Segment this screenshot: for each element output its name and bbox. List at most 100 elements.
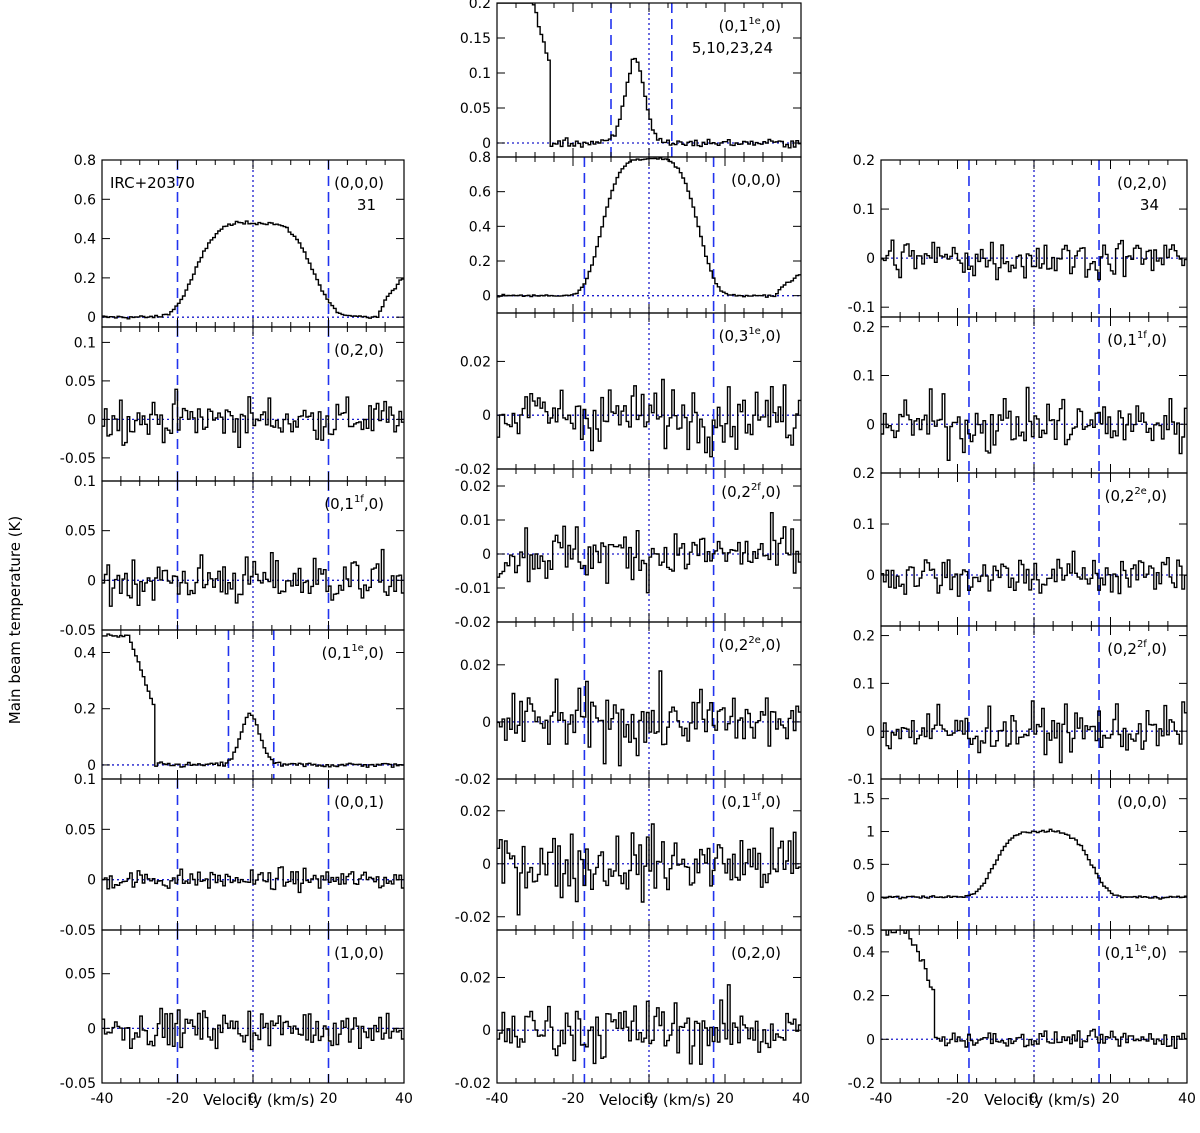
transition-label: (0,0,1) (334, 793, 384, 811)
y-tick-label: -0.05 (60, 1076, 96, 1092)
y-tick-label: 0 (482, 289, 491, 305)
y-tick-label: 0.15 (460, 31, 491, 47)
y-tick-label: 0.6 (74, 192, 96, 208)
y-tick-label: -0.2 (848, 1076, 875, 1092)
x-tick-label: -20 (166, 1091, 189, 1107)
x-tick-label: 0 (645, 1091, 654, 1107)
spectra-column-2: 0 0.05 0.1 0.15 0.2 (0,11e,0) 5,10,23,24 0 0.2 0.… (455, 0, 810, 1109)
y-tick-label: 0.4 (469, 219, 491, 235)
x-tick-label: -40 (486, 1091, 509, 1107)
spectrum-panel: 0 0.05 0.1 0.15 0.2 (0,11e,0) 5,10,23,24 (460, 0, 802, 158)
y-tick-label: 0.1 (853, 369, 875, 385)
spectrum-trace (102, 866, 404, 894)
y-tick-label: -0.5 (848, 923, 875, 939)
y-tick-label: 0.01 (460, 513, 491, 529)
y-tick-label: -0.02 (455, 1076, 491, 1092)
x-tick-label: 40 (1178, 1091, 1196, 1107)
y-tick-label: 0.2 (469, 0, 491, 12)
y-tick-label: 0.1 (74, 335, 96, 351)
y-tick-label: 0.05 (65, 967, 96, 983)
y-tick-label: -0.05 (60, 923, 96, 939)
y-tick-label: 0 (482, 857, 491, 873)
spectrum-trace (881, 828, 1187, 900)
y-tick-label: 0 (482, 1023, 491, 1039)
y-tick-label: -0.01 (455, 581, 491, 597)
transition-label: (0,22f,0) (721, 482, 781, 501)
y-tick-label: 0.4 (853, 945, 875, 961)
y-tick-label: 0.5 (853, 857, 875, 873)
y-tick-label: 0 (482, 136, 491, 152)
y-tick-label: 0 (87, 758, 96, 774)
spectrum-trace (497, 823, 801, 916)
x-tick-label: 20 (320, 1091, 338, 1107)
y-tick-label: -0.02 (455, 772, 491, 788)
spectrum-panel: -0.1 0 0.1 0.2 (0,22f,0) (848, 625, 1188, 788)
y-tick-label: 0.05 (460, 101, 491, 117)
y-tick-label: 0.02 (460, 804, 491, 820)
spectrum-trace (881, 239, 1187, 281)
spectrum-trace (102, 548, 404, 607)
spectrum-trace (102, 633, 404, 768)
y-tick-label: 0 (866, 417, 875, 433)
y-tick-label: 0.4 (74, 645, 96, 661)
y-tick-label: -0.05 (60, 623, 96, 639)
spectrum-panel: -0.05 0 0.05 0.1 (0,2,0) (60, 326, 405, 482)
y-tick-label: 0.1 (74, 772, 96, 788)
y-tick-label: 0 (482, 547, 491, 563)
transition-label: (0,2,0) (334, 341, 384, 359)
y-tick-label: 0 (866, 251, 875, 267)
line-ids-label: 34 (1140, 196, 1159, 214)
y-tick-label: 0.1 (853, 202, 875, 218)
y-axis-title: Main beam temperature (K) (6, 516, 24, 725)
spectrum-panel: -0.02 0 0.02 (0,31e,0) (455, 312, 802, 478)
spectrum-trace (881, 386, 1187, 461)
spectrum-trace (881, 550, 1187, 597)
y-tick-label: 0.6 (469, 185, 491, 201)
y-tick-label: 0.02 (460, 970, 491, 986)
y-tick-label: -0.1 (848, 772, 875, 788)
transition-label: (1,0,0) (334, 944, 384, 962)
x-tick-label: 40 (792, 1091, 810, 1107)
x-tick-label: 20 (716, 1091, 734, 1107)
transition-label: (0,11e,0) (1105, 943, 1167, 962)
spectrum-panel: -0.05 0 0.05 0.1 (0,11f,0) (60, 474, 405, 639)
x-axis-title: Velocity (km/s) (599, 1091, 710, 1109)
spectrum-panel: -0.5 0 0.5 1 1.5 (0,0,0) (848, 778, 1188, 939)
y-tick-label: 0 (866, 568, 875, 584)
y-tick-label: 0.2 (853, 320, 875, 336)
spectrum-trace (497, 984, 801, 1065)
spectrum-trace (497, 378, 801, 458)
transition-label: (0,31e,0) (719, 326, 781, 345)
y-tick-label: 0.1 (853, 517, 875, 533)
transition-label: (0,11e,0) (322, 643, 384, 662)
x-axis-title: Velocity (km/s) (984, 1091, 1095, 1109)
transition-label: (0,11f,0) (721, 792, 781, 811)
y-tick-label: -0.02 (455, 615, 491, 631)
line-ids-label: 31 (357, 196, 376, 214)
x-tick-label: 0 (249, 1091, 258, 1107)
y-tick-label: 0.02 (460, 354, 491, 370)
spectrum-panel: 0 0.2 0.4 0.6 0.8 (0,0,0) (469, 150, 802, 314)
y-tick-label: 0 (87, 1021, 96, 1037)
y-tick-label: 0.2 (853, 629, 875, 645)
y-tick-label: 0 (866, 1032, 875, 1048)
transition-label: (0,11f,0) (1107, 330, 1167, 349)
y-tick-label: 0.1 (853, 676, 875, 692)
spectrum-trace (102, 388, 404, 448)
y-tick-label: 0.2 (853, 466, 875, 482)
transition-label: (0,22f,0) (1107, 639, 1167, 658)
spectrum-trace (102, 1007, 404, 1051)
transition-label: (0,0,0) (1117, 793, 1167, 811)
x-tick-label: 0 (1030, 1091, 1039, 1107)
y-tick-label: -0.02 (455, 462, 491, 478)
x-tick-label: -20 (562, 1091, 585, 1107)
transition-label: (0,22e,0) (1105, 486, 1167, 505)
y-tick-label: 0.8 (469, 150, 491, 166)
spectrum-panel: -0.05 0 0.05 (1,0,0) (60, 929, 405, 1092)
y-tick-label: 0.2 (853, 989, 875, 1005)
transition-label: (0,22e,0) (719, 635, 781, 654)
y-tick-label: 0.1 (469, 66, 491, 82)
transition-label: (0,2,0) (1117, 174, 1167, 192)
y-tick-label: 0 (866, 890, 875, 906)
spectrum-panel: -0.02 0 0.02 (0,11f,0) (455, 778, 802, 931)
